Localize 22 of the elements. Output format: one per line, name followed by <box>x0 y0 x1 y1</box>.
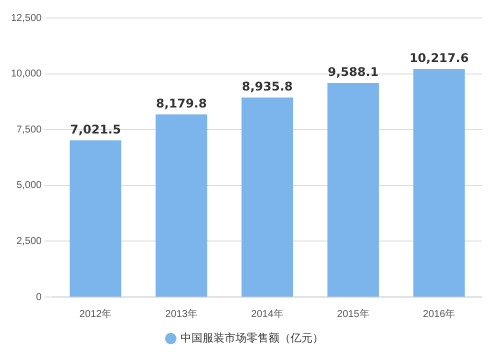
bar <box>156 114 208 296</box>
y-tick-label: 12,500 <box>10 12 42 24</box>
data-label: 8,179.8 <box>156 96 207 111</box>
data-label: 7,021.5 <box>70 122 121 136</box>
x-tick-label: 2016年 <box>422 308 456 320</box>
bar <box>70 140 122 296</box>
data-label: 8,935.8 <box>242 80 293 94</box>
x-tick-label: 2014年 <box>251 308 284 320</box>
bar <box>413 68 465 296</box>
data-label: 10,217.6 <box>409 51 469 66</box>
y-tick-label: 10,000 <box>10 68 42 80</box>
x-tick-label: 2013年 <box>165 308 198 320</box>
y-tick-label: 2,500 <box>16 236 42 247</box>
y-tick-label: 7,500 <box>16 124 42 136</box>
y-tick-label: 5,000 <box>16 180 42 192</box>
data-label: 9,588.1 <box>328 65 379 80</box>
bar <box>242 98 294 296</box>
y-tick-label: 0 <box>36 292 42 303</box>
legend-label: 中国服装市场零售额（亿元） <box>180 332 324 345</box>
x-tick-label: 2012年 <box>79 308 112 320</box>
bar <box>327 82 379 296</box>
x-tick-label: 2015年 <box>337 308 370 320</box>
